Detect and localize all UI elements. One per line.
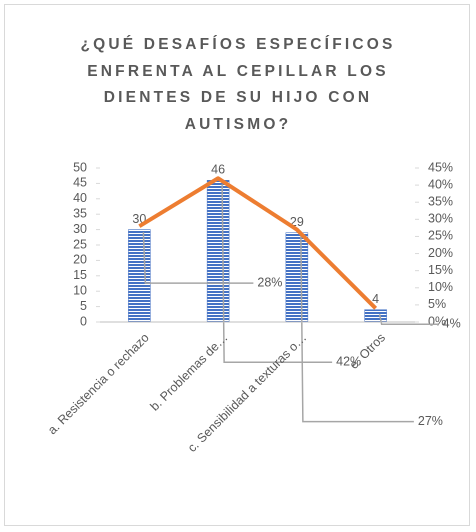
line: [138, 176, 378, 310]
y2-tick-label: 45%: [428, 160, 453, 174]
y-tick-label: 40: [73, 191, 87, 205]
y2-tick-label: 15%: [428, 263, 453, 277]
bar: [128, 229, 151, 323]
leader-line: [378, 314, 439, 326]
leader-line: [142, 232, 254, 284]
y2-tick-label: 20%: [428, 246, 453, 260]
chart-frame: [4, 4, 470, 526]
x-tick-label: e. Otros: [347, 331, 388, 372]
y-tick-label: 0: [80, 314, 87, 328]
leader-line: [300, 235, 414, 423]
line-value-label: 4%: [443, 317, 461, 331]
y-tick-label: 30: [73, 222, 87, 236]
y-tick-label: 20: [73, 253, 87, 267]
y-tick-label: 35: [73, 206, 87, 220]
x-tick-label: a. Resistencia o rechazo: [45, 331, 152, 438]
y2-tick-label: 40%: [428, 177, 453, 191]
y2-tick-label: 10%: [428, 280, 453, 294]
y2-tick-label: 30%: [428, 212, 453, 226]
line-value-label: 42%: [336, 355, 361, 369]
bar-value-label: 46: [211, 163, 225, 177]
y-tick-label: 25: [73, 237, 87, 251]
y2-tick-label: 25%: [428, 229, 453, 243]
y-tick-label: 50: [73, 160, 87, 174]
leader-line: [221, 184, 333, 364]
line-value-label: 27%: [418, 414, 443, 428]
line-value-label: 28%: [257, 275, 282, 289]
x-tick-label: b. Problemas de…: [147, 331, 230, 414]
bar: [285, 232, 309, 323]
y2-tick-label: 5%: [428, 297, 446, 311]
y-tick-label: 5: [80, 299, 87, 313]
bar-value-label: 4: [372, 292, 379, 306]
y-tick-label: 45: [73, 176, 87, 190]
y-tick-label: 15: [73, 268, 87, 282]
bar: [364, 309, 387, 323]
y2-tick-label: 35%: [428, 195, 453, 209]
y-tick-label: 10: [73, 283, 87, 297]
chart-title: ¿QUÉ DESAFÍOS ESPECÍFICOS ENFRENTA AL CE…: [80, 36, 396, 133]
bar: [206, 180, 230, 323]
